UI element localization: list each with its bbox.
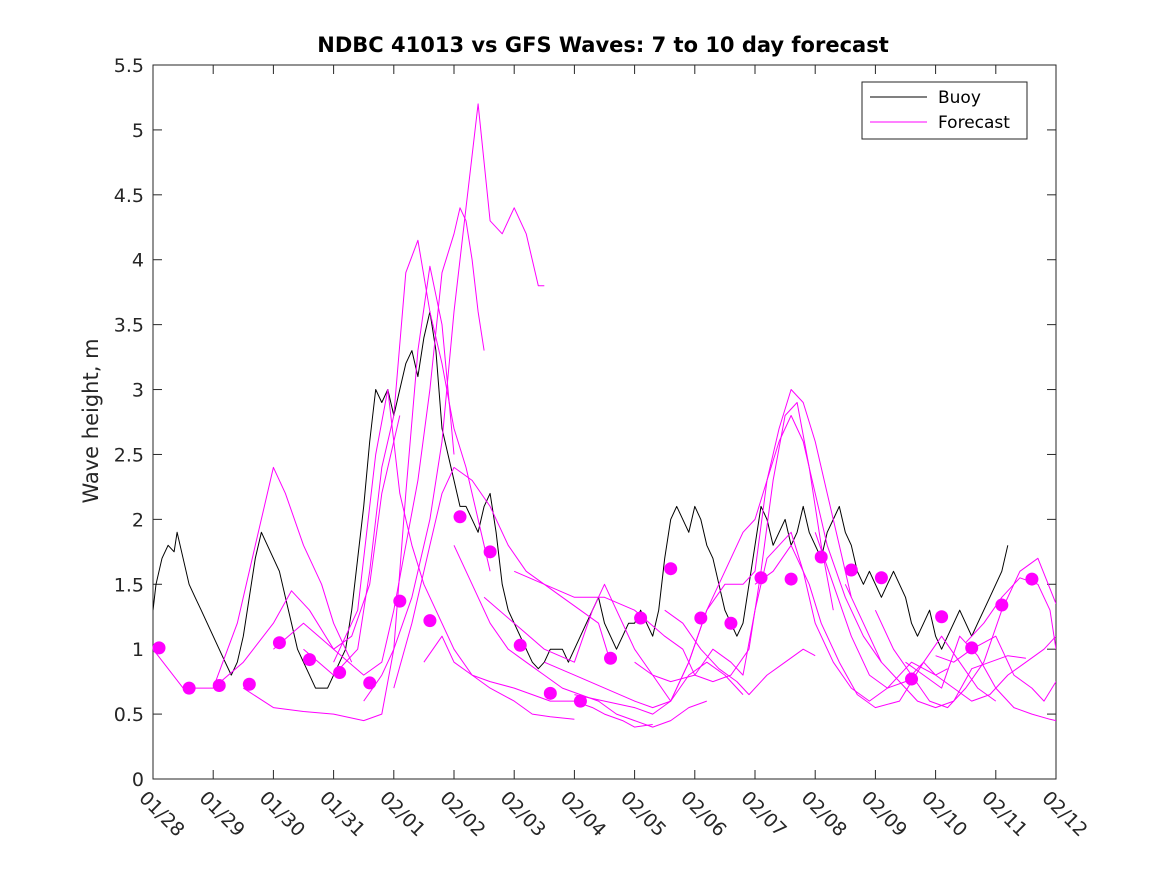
forecast-line (453, 545, 707, 728)
forecast-marker (272, 636, 286, 650)
forecast-marker (905, 672, 919, 686)
forecast-marker (664, 562, 678, 576)
legend-forecast-label: Forecast (938, 113, 1010, 133)
forecast-marker (393, 594, 407, 608)
legend-box (861, 81, 1028, 140)
legend-buoy-label: Buoy (938, 88, 981, 108)
forecast-line (273, 207, 485, 676)
forecast-line (844, 584, 1026, 709)
y-tick-label: 1 (132, 639, 144, 661)
forecast-line (303, 239, 491, 676)
y-tick-label: 3.5 (114, 315, 144, 337)
y-tick-label: 2.5 (114, 444, 144, 466)
forecast-marker (242, 677, 256, 691)
forecast-line (905, 635, 1056, 722)
y-tick-label: 3 (132, 380, 144, 402)
forecast-marker (182, 681, 196, 695)
forecast-marker (453, 510, 467, 524)
y-tick-label: 4.5 (114, 185, 144, 207)
forecast-marker (573, 694, 587, 708)
forecast-marker (694, 611, 708, 625)
y-tick-label: 1.5 (114, 574, 144, 596)
forecast-marker (363, 676, 377, 690)
forecast-marker (543, 686, 557, 700)
forecast-marker (935, 610, 949, 624)
forecast-marker (844, 563, 858, 577)
forecast-line (814, 532, 1056, 702)
forecast-marker (784, 572, 798, 586)
forecast-marker (604, 651, 618, 665)
plot-area (152, 64, 1057, 780)
y-tick-label: 2 (132, 509, 144, 531)
forecast-line (634, 531, 948, 702)
forecast-line (874, 557, 1056, 709)
forecast-marker (303, 653, 317, 667)
forecast-line (333, 389, 575, 720)
legend: Buoy Forecast (861, 81, 1028, 140)
forecast-marker (724, 616, 738, 630)
forecast-line (544, 389, 852, 709)
forecast-marker (333, 666, 347, 680)
series-layer (153, 103, 1056, 728)
forecast-marker (513, 638, 527, 652)
forecast-line (965, 577, 1056, 650)
forecast-line (574, 415, 882, 715)
y-tick-label: 0 (132, 769, 144, 791)
forecast-marker (965, 641, 979, 655)
forecast-line (935, 635, 1056, 702)
y-axis-ticks: 0 0.5 1 1.5 2 2.5 3 3.5 4 4.5 5 5.5 (114, 55, 1056, 791)
forecast-line (754, 544, 997, 709)
forecast-marker (995, 598, 1009, 612)
forecast-marker (874, 571, 888, 585)
forecast-markers (152, 510, 1039, 708)
forecast-marker (1025, 572, 1039, 586)
forecast-line (514, 402, 834, 683)
y-tick-label: 0.5 (114, 704, 144, 726)
forecast-marker (634, 611, 648, 625)
forecast-line (153, 466, 353, 689)
y-tick-label: 5 (132, 120, 144, 142)
forecast-marker (483, 545, 497, 559)
forecast-line (363, 103, 545, 702)
forecast-marker (754, 571, 768, 585)
forecast-marker (814, 550, 828, 564)
forecast-marker (423, 614, 437, 628)
forecast-marker (212, 679, 226, 693)
buoy-line (153, 311, 1009, 689)
forecast-line (423, 635, 653, 728)
forecast-line (483, 583, 744, 702)
y-tick-label: 5.5 (114, 55, 144, 77)
chart-title: NDBC 41013 vs GFS Waves: 7 to 10 day for… (317, 33, 888, 57)
y-axis-label: Wave height, m (79, 338, 103, 503)
y-tick-label: 4 (132, 250, 144, 272)
forecast-marker (152, 641, 166, 655)
forecast-line (393, 466, 611, 689)
forecast-line (664, 609, 816, 696)
